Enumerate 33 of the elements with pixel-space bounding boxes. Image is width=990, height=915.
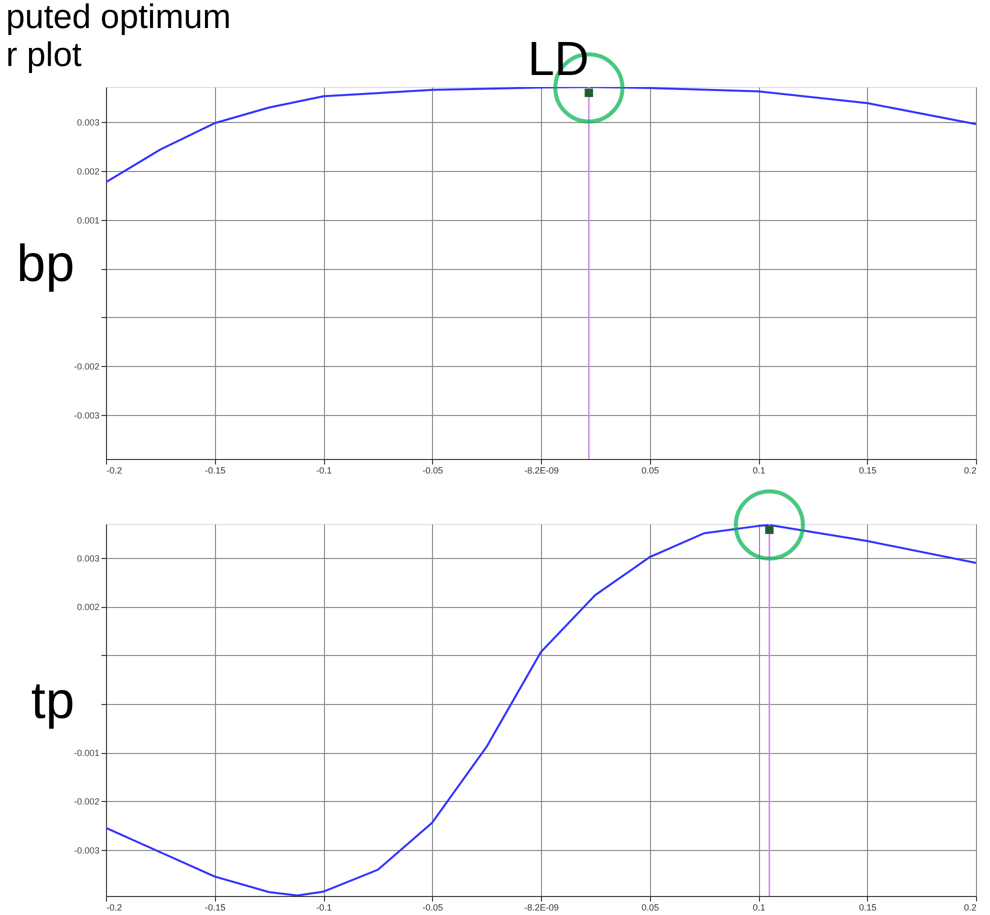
line-series [106, 87, 976, 184]
y-tick-label: 0.003 [76, 118, 100, 128]
x-tick-label: 0.1 [752, 902, 766, 912]
y-tick-label: -0.001 [74, 748, 100, 758]
y-axis-title: tp [31, 672, 74, 730]
y-axis-title: bp [16, 235, 74, 294]
x-tick-label: -8.2E-09 [524, 466, 559, 476]
x-tick-label: -0.1 [316, 902, 332, 912]
x-tick-label: 0.15 [858, 902, 877, 912]
y-tick-label: -0.003 [74, 845, 100, 856]
chart-title: puted optimum r plot [6, 0, 231, 74]
x-tick-label: -0.15 [204, 902, 226, 912]
y-tick-label: 0.001 [76, 215, 100, 226]
x-tick-label: 0.05 [641, 466, 660, 476]
x-tick-label: 0.1 [752, 466, 766, 476]
x-tick-label: -0.15 [204, 466, 226, 476]
y-tick-label: -0.002 [74, 362, 100, 372]
y-tick-label: -0.002 [74, 796, 100, 807]
x-tick-label: -8.2E-09 [524, 902, 559, 912]
y-tick-label: 0.003 [76, 554, 100, 564]
x-tick-label: 0.05 [641, 902, 660, 912]
y-tick-label: -0.003 [74, 410, 100, 421]
x-tick-label: -0.1 [316, 466, 332, 476]
x-tick-label: 0.15 [858, 466, 877, 476]
x-tick-label: -0.05 [422, 466, 444, 476]
text: LD [528, 33, 590, 86]
x-tick-label: 0.2 [964, 466, 976, 476]
y-tick-label: 0.002 [76, 166, 100, 176]
x-tick-label: -0.05 [422, 902, 444, 912]
x-tick-label: -0.2 [106, 466, 122, 476]
y-tick-label: 0.002 [76, 602, 100, 612]
x-tick-label: 0.2 [964, 902, 976, 912]
x-tick-label: -0.2 [106, 902, 122, 912]
